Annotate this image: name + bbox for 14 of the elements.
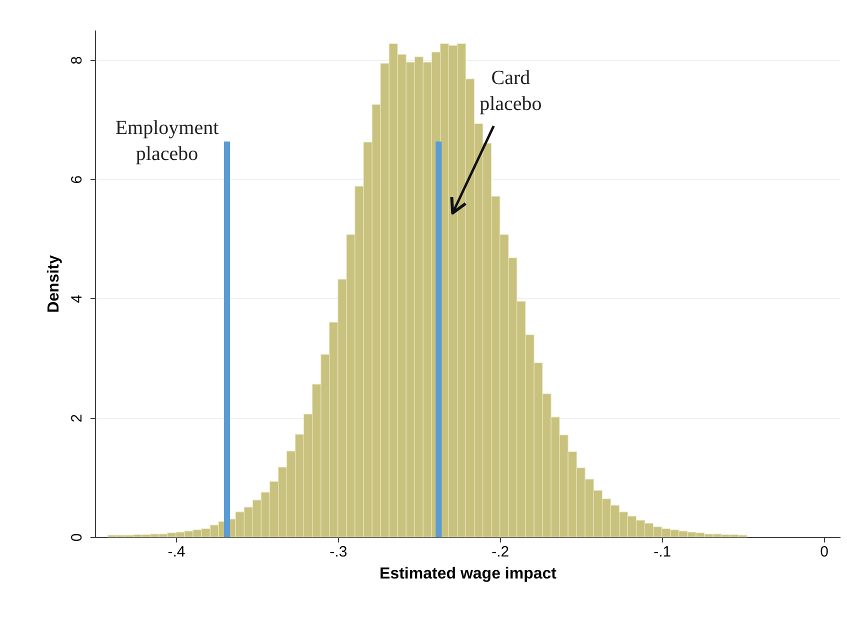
y-axis-title: Density (46, 255, 62, 313)
y-tick-label: 4 (68, 294, 86, 304)
x-tick-label: -.1 (654, 544, 672, 560)
y-tick-label: 0 (68, 533, 86, 542)
ref-line-label: Employment placebo (115, 117, 220, 165)
x-tick-label: -.3 (330, 544, 348, 560)
y-tick-label: 8 (68, 56, 86, 64)
x-tick-label: 0 (820, 544, 828, 560)
y-tick-label: 2 (68, 414, 86, 422)
ref-line-label: Card placebo (480, 67, 542, 115)
y-tick-label: 6 (68, 175, 86, 184)
x-axis-title: Estimated wage impact (380, 566, 558, 582)
x-tick-label: -.2 (492, 544, 510, 560)
x-tick-label: -.4 (168, 544, 186, 560)
